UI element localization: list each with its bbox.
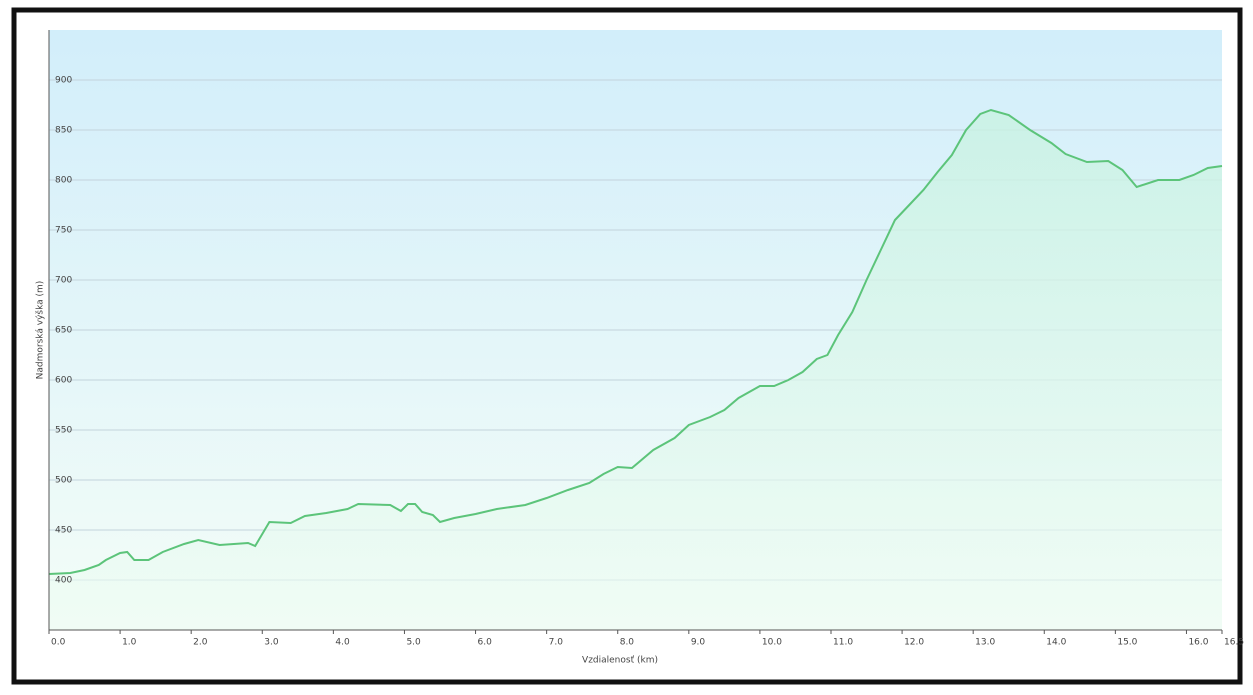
x-tick-label: 14.0 xyxy=(1046,638,1066,648)
x-tick-label: 2.0 xyxy=(193,638,208,648)
y-tick-label: 750 xyxy=(55,226,72,236)
x-tick-label: 3.0 xyxy=(264,638,279,648)
y-tick-label: 800 xyxy=(55,176,72,186)
y-tick-label: 500 xyxy=(55,476,72,486)
y-tick-label: 850 xyxy=(55,126,72,136)
y-tick-label: 700 xyxy=(55,276,72,286)
x-tick-label: 4.0 xyxy=(335,638,350,648)
area-fill xyxy=(49,110,1222,630)
x-tick-label: 8.0 xyxy=(620,638,635,648)
x-tick-label: 15.0 xyxy=(1117,638,1137,648)
x-tick-label: 16.5 xyxy=(1224,638,1244,648)
y-tick-label: 400 xyxy=(55,576,72,586)
y-tick-label: 450 xyxy=(55,526,72,536)
x-tick-label: 5.0 xyxy=(406,638,421,648)
x-tick-label: 1.0 xyxy=(122,638,137,648)
x-tick-label: 7.0 xyxy=(549,638,564,648)
x-tick-label: 11.0 xyxy=(833,638,853,648)
y-axis-label: Nadmorská výška (m) xyxy=(35,281,46,380)
elevation-line xyxy=(48,108,1223,575)
x-tick-label: 10.0 xyxy=(762,638,782,648)
x-tick-label: 9.0 xyxy=(691,638,706,648)
y-tick-label: 600 xyxy=(55,376,72,386)
y-tick-label: 650 xyxy=(55,326,72,336)
x-tick-label: 6.0 xyxy=(478,638,493,648)
x-tick-label: 13.0 xyxy=(975,638,995,648)
x-tick-label: 12.0 xyxy=(904,638,924,648)
y-tick-label: 900 xyxy=(55,76,72,86)
x-tick-label: 0.0 xyxy=(51,638,66,648)
x-axis-label: Vzdialenosť (km) xyxy=(582,656,658,666)
y-tick-label: 550 xyxy=(55,426,72,436)
x-tick-label: 16.0 xyxy=(1188,638,1208,648)
